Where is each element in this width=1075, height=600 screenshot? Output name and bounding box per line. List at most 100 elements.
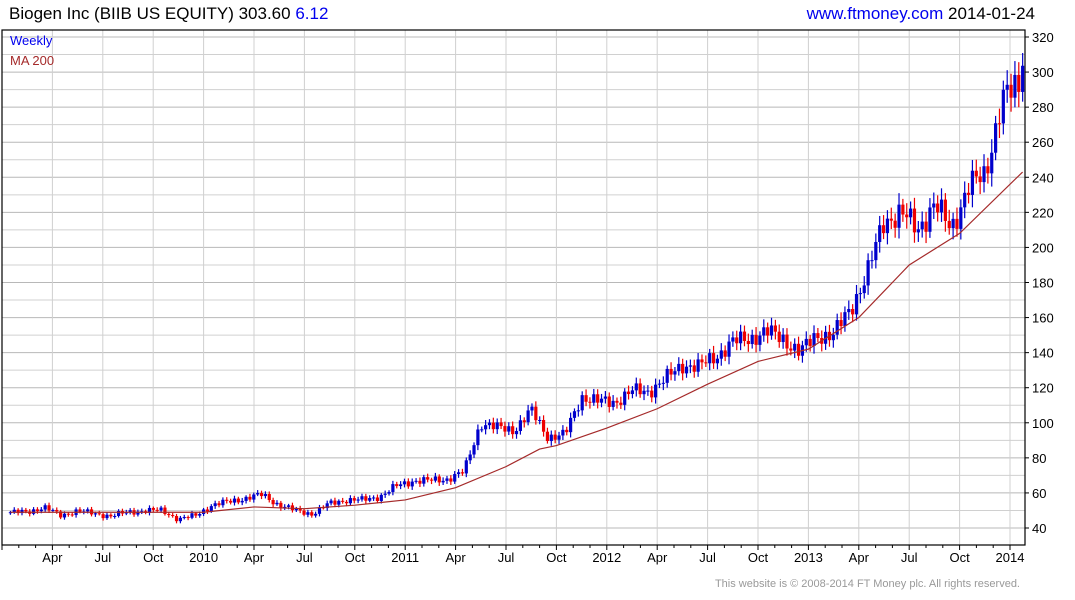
y-tick-label: 140 [1032, 346, 1054, 361]
candle-body [1009, 84, 1013, 98]
candle-body [990, 152, 994, 174]
candle-body [487, 422, 492, 426]
x-tick-label: Apr [849, 550, 870, 565]
candle-body [379, 494, 383, 501]
candle-body [727, 341, 731, 357]
candle-body [711, 353, 716, 364]
candle-body [773, 325, 777, 332]
candle-body [565, 429, 569, 433]
candle-body [530, 406, 534, 411]
candle-body [472, 445, 476, 455]
candle-body [464, 460, 468, 474]
candle-body [518, 420, 522, 432]
candle-body [677, 363, 681, 372]
candle-body [78, 509, 82, 512]
x-tick-label: Jul [94, 550, 111, 565]
candle-body [86, 509, 90, 512]
x-tick-label: Jul [296, 550, 313, 565]
candle-body [1005, 84, 1009, 90]
candle-body [24, 509, 28, 512]
candle-body [646, 390, 650, 392]
candle-body [333, 500, 337, 505]
candle-body [383, 493, 387, 495]
candle-body [951, 218, 955, 229]
candle-body [422, 477, 426, 484]
candle-body [491, 422, 495, 430]
candle-body [592, 394, 596, 403]
candle-body [391, 484, 395, 492]
candle-body [885, 218, 890, 234]
candle-body [70, 514, 74, 516]
candle-body [174, 516, 179, 522]
candle-body [715, 358, 720, 364]
candle-body [314, 513, 318, 516]
candle-body [893, 220, 897, 228]
candle-body [966, 192, 971, 195]
candle-body [476, 429, 480, 446]
candle-body [441, 480, 445, 483]
price-change: 6.12 [295, 4, 329, 23]
candle-body [271, 500, 275, 505]
y-tick-label: 320 [1032, 30, 1054, 45]
candle-body [399, 484, 403, 487]
candle-body [731, 337, 735, 342]
candle-body [279, 502, 283, 509]
candle-body [615, 400, 619, 403]
candle-body [484, 425, 488, 430]
candle-body [414, 480, 418, 482]
candle-body [580, 395, 584, 411]
candle-body [700, 359, 704, 363]
candle-body [480, 429, 484, 431]
x-tick-label: Oct [143, 550, 164, 565]
candle-body [623, 391, 627, 405]
candle-body [105, 514, 109, 519]
x-tick-label: 2011 [391, 550, 419, 565]
candle-body [650, 390, 654, 398]
candle-body [754, 334, 758, 345]
candle-body [588, 401, 592, 403]
candle-body [429, 479, 434, 481]
candle-body [437, 476, 441, 483]
candle-body [831, 334, 835, 341]
candle-body [901, 204, 905, 215]
candle-body [522, 420, 526, 423]
candle-body [576, 410, 580, 412]
candle-body [943, 199, 947, 221]
site-link[interactable]: www.ftmoney.com [806, 4, 944, 23]
candle-body [661, 382, 665, 384]
candle-body [688, 365, 692, 367]
candle-body [433, 476, 437, 481]
candle-body [862, 285, 866, 294]
candle-body [553, 434, 557, 440]
candle-body [93, 513, 97, 515]
candle-body [503, 426, 507, 432]
candle-body [205, 509, 210, 512]
candle-body [294, 508, 298, 511]
candle-body [684, 366, 689, 374]
candle-body [171, 515, 175, 517]
y-tick-label: 300 [1032, 65, 1054, 80]
candle-body [317, 507, 322, 514]
candle-body [541, 419, 546, 432]
candle-body [499, 422, 503, 427]
candle-body [534, 406, 538, 421]
candle-body [348, 498, 352, 504]
candle-body [213, 503, 217, 507]
candle-body [190, 513, 194, 518]
candle-body [843, 312, 847, 327]
candle-body [920, 221, 924, 230]
candle-body [835, 320, 839, 335]
x-tick-label: Apr [244, 550, 265, 565]
candle-body [808, 338, 812, 346]
candle-body [449, 478, 453, 482]
candle-body [182, 517, 186, 519]
candle-body [51, 509, 55, 511]
candle-body [982, 166, 986, 183]
candle-body [638, 383, 642, 395]
candle-body [719, 350, 723, 359]
candle-body [186, 517, 190, 519]
candle-body [970, 170, 975, 195]
chart-date: 2014-01-24 [948, 4, 1035, 23]
candle-body [395, 484, 399, 487]
candle-body [905, 214, 909, 218]
